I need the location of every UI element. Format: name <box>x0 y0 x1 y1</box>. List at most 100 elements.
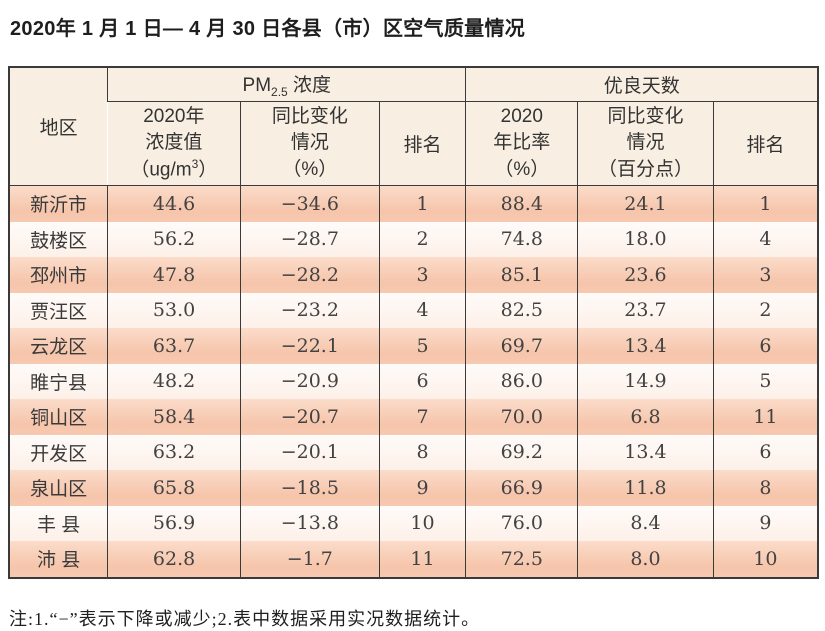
cell-pm-rank: 10 <box>378 505 466 541</box>
table-row: 沛 县 62.8 −1.7 11 72.5 8.0 10 <box>9 541 818 578</box>
col-header-pm-value: 2020年 浓度值 （ug/m3） <box>107 101 241 186</box>
cell-good-change: 23.6 <box>577 257 714 293</box>
cell-good-ratio: 85.1 <box>465 257 578 293</box>
cell-pm-rank: 7 <box>378 399 466 435</box>
cell-pm-value: 58.4 <box>107 399 241 435</box>
pm-change-line2: 情况 <box>290 132 329 154</box>
cell-good-rank: 11 <box>712 399 818 435</box>
pm-value-unit: （ug/m3） <box>108 156 240 184</box>
cell-good-rank: 8 <box>712 470 818 506</box>
cell-good-ratio: 76.0 <box>465 505 578 541</box>
col-header-good-ratio: 2020 年比率 （%） <box>465 101 578 186</box>
pm-subscript: 2.5 <box>271 84 288 99</box>
cell-pm-rank: 11 <box>378 541 466 578</box>
cell-good-ratio: 82.5 <box>465 292 578 328</box>
cell-good-rank: 6 <box>712 328 818 364</box>
cell-good-rank: 3 <box>712 257 818 293</box>
table-row: 铜山区 58.4 −20.7 7 70.0 6.8 11 <box>9 399 818 435</box>
cell-pm-rank: 9 <box>378 470 466 506</box>
cell-region: 邳州市 <box>30 266 88 288</box>
air-quality-table: 地区 PM2.5 浓度 优良天数 2020年 浓度值 （ug/m3） 同比变化 … <box>8 66 819 579</box>
cell-good-rank: 6 <box>712 434 818 470</box>
cell-pm-rank: 6 <box>378 363 466 399</box>
cell-pm-change: −28.2 <box>239 257 380 293</box>
table-body: 新沂市 44.6 −34.6 1 88.4 24.1 1 鼓楼区 56.2 −2… <box>9 185 818 578</box>
pm-label: PM <box>242 75 272 97</box>
cell-region: 贾汪区 <box>30 301 88 323</box>
cell-region: 新沂市 <box>30 195 88 217</box>
col-header-region: 地区 <box>9 67 108 186</box>
cell-pm-value: 47.8 <box>107 257 241 293</box>
cell-pm-value: 56.9 <box>107 505 241 541</box>
pm-group-suffix: 浓度 <box>287 75 332 97</box>
cell-good-change: 8.0 <box>577 541 714 578</box>
cell-pm-change: −20.7 <box>239 399 380 435</box>
cell-pm-rank: 3 <box>378 257 466 293</box>
cell-pm-value: 63.7 <box>107 328 241 364</box>
cell-region: 泉山区 <box>30 479 88 501</box>
cell-region: 沛 县 <box>36 550 81 572</box>
cell-pm-rank: 5 <box>378 328 466 364</box>
pm-value-line1: 2020年 <box>143 105 205 127</box>
table-row: 泉山区 65.8 −18.5 9 66.9 11.8 8 <box>9 470 818 506</box>
cell-pm-change: −22.1 <box>239 328 380 364</box>
table-row: 云龙区 63.7 −22.1 5 69.7 13.4 6 <box>9 328 818 364</box>
cell-pm-rank: 2 <box>378 221 466 257</box>
cell-good-rank: 9 <box>712 505 818 541</box>
col-header-pm-change: 同比变化 情况 （%） <box>239 101 380 186</box>
table-header: 地区 PM2.5 浓度 优良天数 2020年 浓度值 （ug/m3） 同比变化 … <box>9 67 818 186</box>
cell-region: 睢宁县 <box>30 372 88 394</box>
cell-region: 开发区 <box>30 443 88 465</box>
cell-pm-rank: 8 <box>378 434 466 470</box>
cell-good-ratio: 88.4 <box>465 185 578 222</box>
pm-unit-superscript: 3 <box>191 156 199 171</box>
cell-good-change: 23.7 <box>577 292 714 328</box>
cell-pm-change: −1.7 <box>239 541 380 578</box>
table-row: 邳州市 47.8 −28.2 3 85.1 23.6 3 <box>9 257 818 293</box>
cell-pm-change: −23.2 <box>239 292 380 328</box>
col-header-good-change: 同比变化 情况 （百分点） <box>577 101 714 186</box>
cell-pm-value: 63.2 <box>107 434 241 470</box>
cell-pm-change: −20.1 <box>239 434 380 470</box>
header-sub-row: 2020年 浓度值 （ug/m3） 同比变化 情况 （%） 排名 2020 年比… <box>9 101 818 186</box>
cell-good-ratio: 72.5 <box>465 541 578 578</box>
good-change-line1: 同比变化 <box>607 106 684 128</box>
page-title: 2020年 1 月 1 日— 4 月 30 日各县（市）区空气质量情况 <box>10 18 526 40</box>
cell-pm-value: 65.8 <box>107 470 241 506</box>
cell-good-change: 24.1 <box>577 185 714 222</box>
good-ratio-unit: （%） <box>494 158 550 180</box>
cell-pm-change: −20.9 <box>239 363 380 399</box>
cell-pm-value: 56.2 <box>107 221 241 257</box>
cell-pm-change: −28.7 <box>239 221 380 257</box>
cell-good-ratio: 70.0 <box>465 399 578 435</box>
table-row: 睢宁县 48.2 −20.9 6 86.0 14.9 5 <box>9 363 818 399</box>
cell-good-ratio: 66.9 <box>465 470 578 506</box>
col-group-good-days: 优良天数 <box>465 67 818 102</box>
good-change-line2: 情况 <box>626 132 665 154</box>
cell-good-rank: 1 <box>712 185 818 222</box>
good-change-unit: （百分点） <box>597 158 693 180</box>
cell-good-rank: 4 <box>712 221 818 257</box>
cell-good-ratio: 69.2 <box>465 434 578 470</box>
cell-pm-change: −13.8 <box>239 505 380 541</box>
cell-pm-value: 53.0 <box>107 292 241 328</box>
cell-good-rank: 10 <box>712 541 818 578</box>
table-row: 新沂市 44.6 −34.6 1 88.4 24.1 1 <box>9 185 818 222</box>
cell-good-ratio: 69.7 <box>465 328 578 364</box>
pm-unit-suffix: ） <box>198 159 218 181</box>
cell-good-ratio: 86.0 <box>465 363 578 399</box>
cell-pm-change: −34.6 <box>239 185 380 222</box>
pm-change-line1: 同比变化 <box>271 106 348 128</box>
cell-pm-rank: 4 <box>378 292 466 328</box>
table-row: 丰 县 56.9 −13.8 10 76.0 8.4 9 <box>9 505 818 541</box>
good-ratio-line1: 2020 <box>500 106 543 128</box>
cell-good-change: 18.0 <box>577 221 714 257</box>
cell-pm-value: 44.6 <box>107 185 241 222</box>
pm-change-unit: （%） <box>282 158 338 180</box>
pm-unit-prefix: （ug/m <box>130 159 192 181</box>
good-ratio-line2: 年比率 <box>493 132 551 154</box>
cell-region: 云龙区 <box>30 337 88 359</box>
cell-good-ratio: 74.8 <box>465 221 578 257</box>
header-group-row: 地区 PM2.5 浓度 优良天数 <box>9 67 818 186</box>
